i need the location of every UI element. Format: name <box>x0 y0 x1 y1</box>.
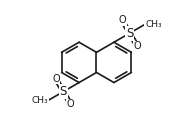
Text: CH₃: CH₃ <box>145 20 162 29</box>
Text: O: O <box>52 74 60 84</box>
Text: S: S <box>126 27 133 40</box>
Text: CH₃: CH₃ <box>31 96 48 105</box>
Text: O: O <box>119 15 126 25</box>
Text: O: O <box>133 41 141 51</box>
Text: S: S <box>60 85 67 98</box>
Text: O: O <box>67 99 74 109</box>
